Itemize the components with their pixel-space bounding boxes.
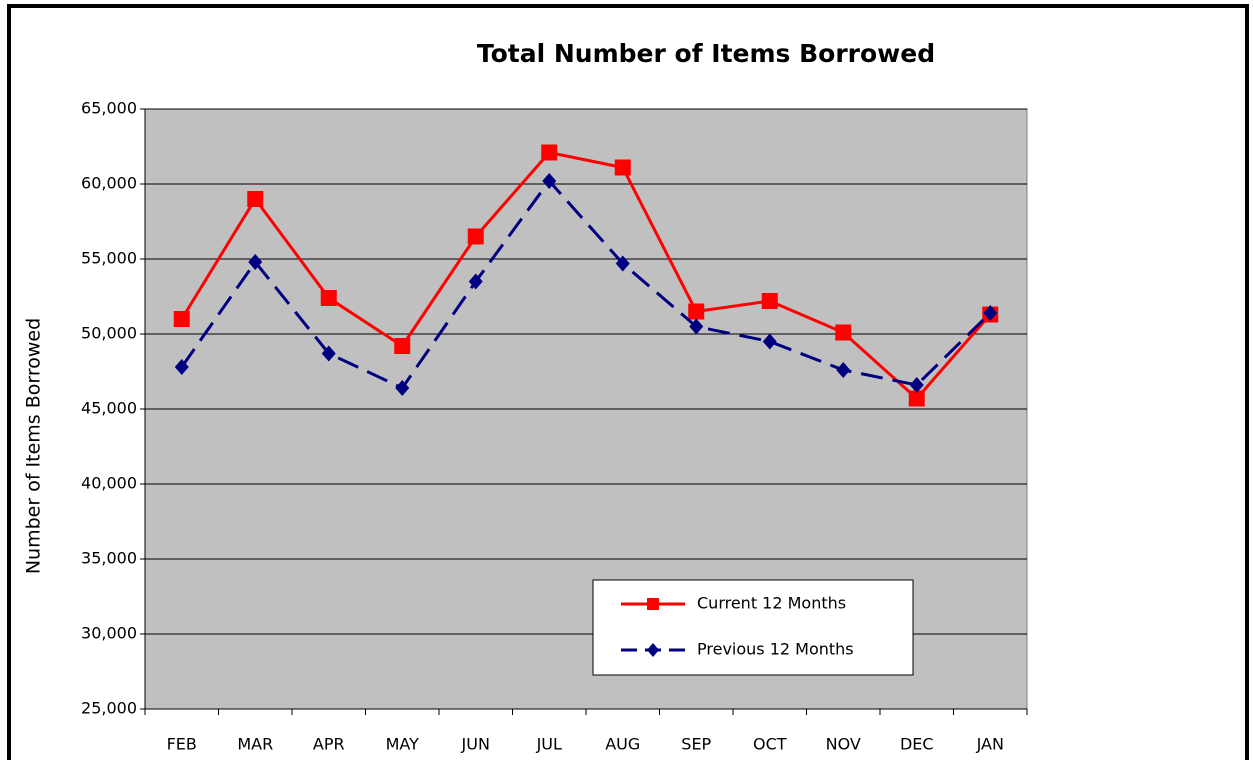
data-point	[983, 305, 998, 321]
data-point	[542, 173, 557, 189]
y-tick-label: 45,000	[81, 399, 137, 418]
data-point	[468, 273, 483, 290]
legend-label: Previous 12 Months	[697, 640, 854, 659]
data-point	[395, 380, 410, 396]
data-point	[541, 144, 558, 161]
x-tick-label: JUN	[461, 735, 490, 754]
x-tick-label: FEB	[167, 735, 197, 754]
series-line	[180, 150, 992, 401]
data-point	[614, 159, 631, 176]
chart-title: Total Number of Items Borrowed	[477, 39, 935, 68]
data-point	[761, 293, 778, 309]
x-tick-label: MAR	[237, 735, 273, 754]
data-point	[689, 318, 704, 335]
y-tick-label: 60,000	[81, 174, 137, 193]
data-point	[467, 228, 484, 245]
x-tick-label: MAY	[386, 735, 420, 754]
y-tick-label: 30,000	[81, 624, 137, 643]
x-tick-label: NOV	[826, 735, 861, 754]
data-point	[908, 390, 925, 407]
x-tick-label: AUG	[605, 735, 640, 754]
data-point	[247, 191, 264, 207]
y-tick-label: 35,000	[81, 549, 137, 568]
frame	[7, 4, 1249, 760]
data-point	[836, 362, 851, 378]
x-tick-label: DEC	[900, 735, 934, 754]
data-point	[320, 290, 337, 306]
legend-marker	[647, 598, 659, 610]
data-point	[762, 333, 777, 350]
series-line	[180, 178, 992, 390]
data-point	[615, 255, 630, 272]
legend-label: Current 12 Months	[697, 594, 846, 613]
y-axis-title: Number of Items Borrowed	[23, 318, 45, 574]
x-tick-label: JAN	[976, 735, 1004, 754]
data-point	[688, 303, 705, 320]
x-tick-label: SEP	[681, 735, 711, 754]
y-tick-label: 40,000	[81, 474, 137, 493]
data-point	[835, 324, 852, 341]
x-tick-label: OCT	[753, 735, 787, 754]
data-point	[173, 311, 190, 327]
y-tick-label: 25,000	[81, 699, 137, 718]
data-point	[321, 345, 336, 362]
data-point	[394, 338, 411, 354]
x-tick-label: JUL	[536, 735, 562, 754]
data-point	[174, 359, 189, 375]
y-tick-label: 65,000	[81, 99, 137, 118]
y-tick-label: 55,000	[81, 249, 137, 268]
legend-box	[592, 579, 914, 676]
legend-marker	[647, 643, 659, 657]
data-point	[909, 377, 924, 393]
x-tick-label: APR	[313, 735, 345, 754]
y-tick-label: 50,000	[81, 324, 137, 343]
data-point	[248, 254, 263, 270]
